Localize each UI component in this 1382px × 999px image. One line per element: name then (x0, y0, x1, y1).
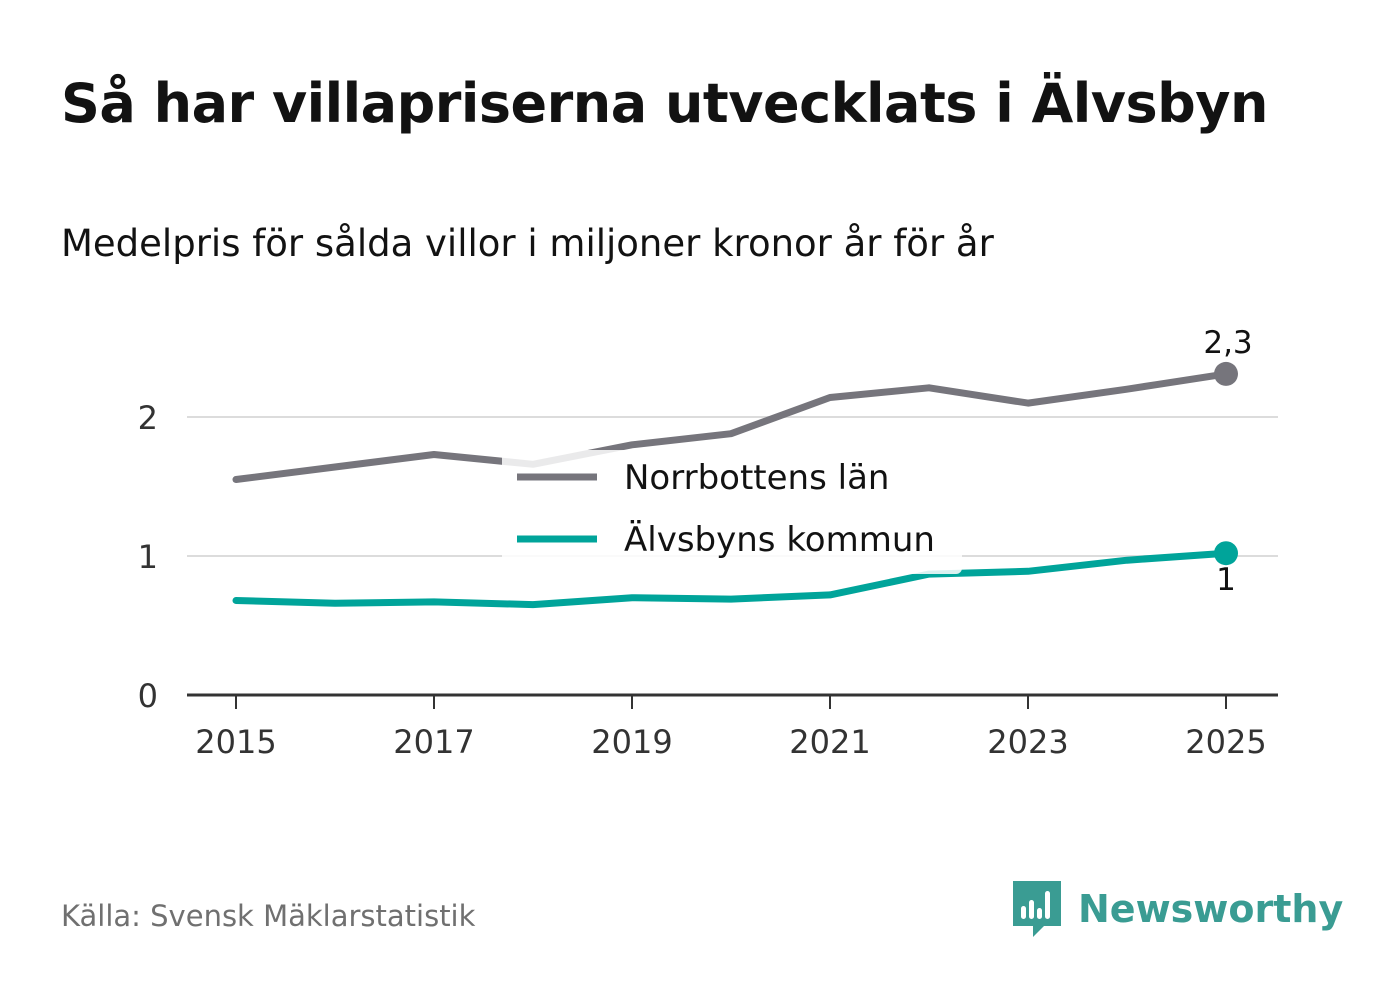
line-chart: 0 1 2 2015 2017 2019 2021 2023 2025 Norrbottens… (138, 325, 1278, 761)
y-tick-label: 2 (138, 399, 158, 437)
end-point-norrbotten (1214, 361, 1238, 386)
legend-background (502, 450, 962, 574)
source-credit: Källa: Svensk Mäklarstatistik (61, 899, 476, 933)
end-point-alvsbyn (1214, 541, 1238, 566)
x-tick-label: 2015 (195, 723, 276, 761)
y-tick-label: 1 (138, 538, 158, 576)
end-label-alvsbyn: 1 (1216, 562, 1236, 598)
series-lines (232, 370, 1230, 609)
y-axis-ticks: 0 1 2 (138, 399, 158, 715)
bar-chart-speech-bubble-icon (1013, 881, 1061, 937)
brand-logo: Newsworthy (1010, 878, 1343, 940)
x-tick-label: 2025 (1185, 723, 1266, 761)
series-line-alvsbyn (232, 549, 1230, 609)
series-line-norrbotten (232, 370, 1230, 483)
brand-name: Newsworthy (1078, 887, 1344, 931)
x-axis-ticks: 2015 2017 2019 2021 2023 2025 (187, 693, 1278, 761)
y-tick-label: 0 (138, 677, 158, 715)
x-tick-label: 2019 (591, 723, 672, 761)
legend-label-alvsbyn: Älvsbyns kommun (624, 520, 935, 560)
end-labels: 2,31 (1203, 325, 1252, 598)
legend: Norrbottens län Älvsbyns kommun (502, 450, 962, 574)
x-tick-label: 2017 (393, 723, 474, 761)
end-label-norrbotten: 2,3 (1203, 325, 1252, 361)
x-tick-label: 2023 (987, 723, 1068, 761)
x-tick-label: 2021 (789, 723, 870, 761)
chart-title: Så har villapriserna utvecklats i Älvsby… (61, 72, 1268, 135)
chart-subtitle: Medelpris för sålda villor i miljoner kr… (61, 222, 994, 265)
legend-label-norrbotten: Norrbottens län (624, 458, 889, 498)
